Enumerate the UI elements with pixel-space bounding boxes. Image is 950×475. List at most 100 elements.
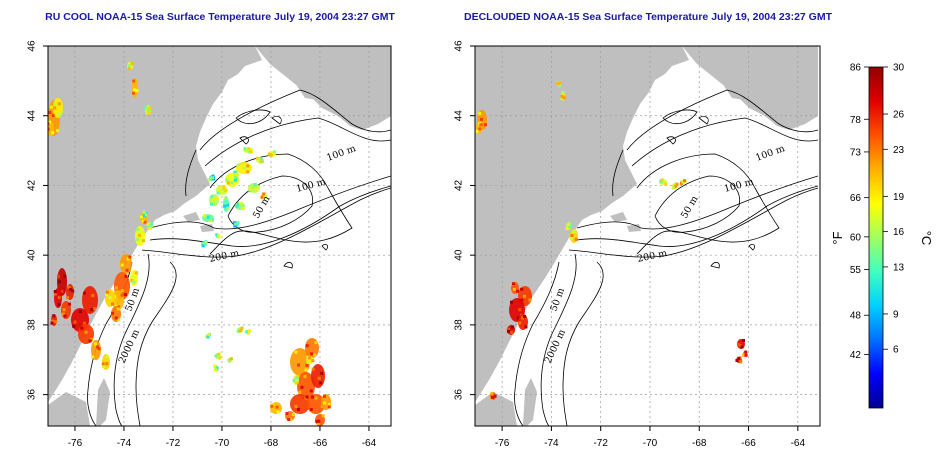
sst-pixel [226, 203, 230, 207]
sst-pixel [215, 366, 219, 370]
sst-pixel [80, 326, 84, 330]
sst-pixel [520, 298, 524, 302]
sst-pixel [117, 305, 121, 309]
y-tick-label: 40 [27, 249, 38, 261]
sst-map-panel-declouded: DECLOUDED NOAA-15 Sea Surface Temperatur… [454, 11, 833, 449]
sst-pixel [230, 181, 234, 185]
colorbar-ramp [869, 67, 883, 408]
sst-pixel [518, 321, 522, 325]
land-shape [366, 76, 384, 88]
land-shape [523, 378, 537, 426]
sst-pixel [141, 219, 145, 223]
sst-pixel [245, 330, 249, 334]
sst-pixel [523, 294, 527, 298]
celsius-tick-label: 26 [893, 110, 905, 121]
sst-pixel [238, 329, 242, 333]
depth-contour [135, 261, 177, 426]
sst-pixel [101, 364, 105, 368]
sst-pixel [556, 82, 560, 86]
sst-pixel [275, 405, 279, 409]
depth-contour [631, 117, 819, 167]
sst-pixel [296, 407, 300, 411]
fahrenheit-tick-label: 55 [850, 265, 862, 276]
land-shape [96, 378, 110, 426]
sst-pixel [120, 293, 124, 297]
sst-pixel [116, 317, 120, 321]
sst-pixel [259, 157, 263, 161]
sst-pixel [111, 302, 115, 306]
sst-pixel [323, 401, 327, 405]
sst-pixel [247, 147, 251, 151]
depth-contour [568, 187, 819, 258]
sst-pixel [565, 227, 569, 231]
sst-pixel [236, 330, 240, 334]
depth-contour [209, 153, 353, 255]
sst-pixel [215, 196, 219, 200]
sst-pixel [285, 412, 289, 416]
sst-pixel [93, 307, 97, 311]
sst-pixel [490, 396, 494, 400]
sst-pixel [744, 350, 748, 354]
sst-pixel [664, 182, 668, 186]
sst-pixel [569, 222, 573, 226]
x-tick-label: -64 [791, 438, 806, 449]
sst-pixel [206, 215, 210, 219]
sst-pixel [66, 296, 70, 300]
sst-pixel [475, 130, 479, 134]
sst-pixel [123, 293, 127, 297]
x-axis: -76 -74 -72 -70 -68 -66 -64 [495, 426, 806, 449]
sst-pixel [150, 222, 154, 226]
sst-pixel [523, 314, 527, 318]
sst-pixel [272, 150, 276, 154]
sst-pixel [681, 180, 685, 184]
land-shape [724, 80, 749, 100]
sst-pixel [478, 127, 482, 131]
y-tick-label: 44 [454, 110, 465, 122]
sst-pixels [48, 61, 331, 426]
celsius-tick-label: 23 [893, 145, 905, 156]
sst-pixel [317, 419, 321, 423]
depth-contour [698, 116, 709, 125]
sst-pixel [203, 214, 207, 218]
sst-pixel [135, 89, 139, 93]
sst-pixel [671, 186, 675, 190]
sst-pixel [57, 274, 61, 278]
land-shape [572, 104, 577, 112]
depth-contour [149, 175, 391, 230]
sst-pixel [314, 396, 318, 400]
sst-pixel [320, 372, 324, 376]
sst-pixel [63, 314, 67, 318]
sst-pixel [296, 375, 300, 379]
sst-pixel [569, 236, 573, 240]
sst-pixel [53, 102, 57, 106]
sst-pixel [88, 339, 92, 343]
depth-contour [710, 262, 720, 269]
celsius-tick-label: 30 [893, 63, 905, 74]
sst-pixel [56, 129, 60, 133]
sst-pixel [213, 364, 217, 368]
sst-pixel [57, 280, 61, 284]
sst-pixel [557, 84, 561, 88]
sst-pixel [210, 195, 214, 199]
sst-pixel [524, 325, 528, 329]
sst-pixel [211, 176, 215, 180]
sst-pixel [742, 353, 746, 357]
celsius-tick-label: 13 [893, 262, 905, 273]
sst-pixel [568, 224, 572, 228]
sst-pixel [259, 160, 263, 164]
sst-pixel [67, 285, 71, 289]
x-tick-label: -70 [643, 438, 658, 449]
celsius-unit: °C [919, 231, 934, 246]
sst-pixel [241, 206, 245, 210]
sst-pixel [269, 153, 273, 157]
sst-pixel [506, 327, 510, 331]
sst-pixel [673, 184, 677, 188]
lat-lon-grid [475, 46, 820, 426]
sst-pixel [48, 111, 52, 115]
sst-pixel [558, 81, 562, 85]
sst-pixel [206, 335, 210, 339]
sst-pixel [560, 94, 564, 98]
sst-pixel [225, 178, 229, 182]
sst-pixel [53, 106, 57, 110]
sst-pixel [218, 356, 222, 360]
